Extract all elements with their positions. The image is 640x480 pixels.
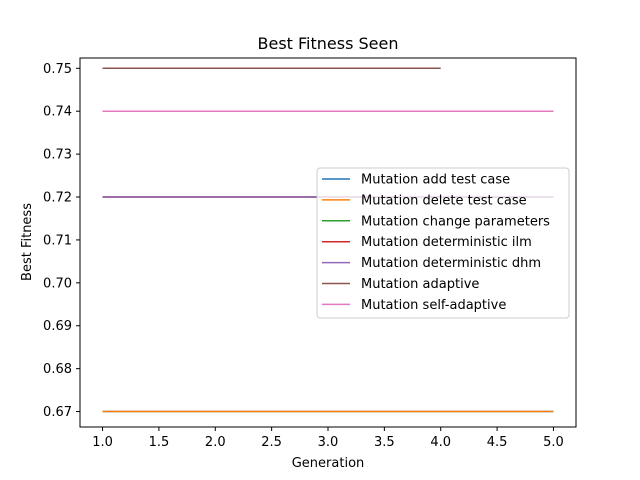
x-tick-label: 1.0 xyxy=(92,435,113,450)
y-tick-label: 0.68 xyxy=(43,362,72,377)
y-tick-label: 0.75 xyxy=(43,62,72,77)
x-tick-label: 3.5 xyxy=(374,435,395,450)
legend-entry-label: Mutation change parameters xyxy=(361,214,550,229)
x-tick-label: 4.0 xyxy=(430,435,451,450)
y-tick-label: 0.73 xyxy=(43,148,72,163)
x-tick-label: 3.0 xyxy=(318,435,339,450)
y-axis-label: Best Fitness xyxy=(20,203,35,281)
x-tick-label: 1.5 xyxy=(149,435,170,450)
x-axis-label: Generation xyxy=(292,456,365,471)
legend-box xyxy=(316,167,570,319)
y-tick-label: 0.71 xyxy=(43,233,72,248)
legend-entry-label: Mutation self-adaptive xyxy=(361,298,506,313)
y-axis: 0.67 0.68 0.69 0.70 0.71 0.72 0.73 0.74 0.75 xyxy=(43,62,80,420)
y-tick-label: 0.67 xyxy=(43,405,72,420)
y-tick-label: 0.69 xyxy=(43,319,72,334)
chart-title: Best Fitness Seen xyxy=(258,34,399,53)
x-tick-label: 5.0 xyxy=(543,435,564,450)
x-tick-label: 2.0 xyxy=(205,435,226,450)
legend-entry-label: Mutation deterministic ilm xyxy=(361,235,532,250)
legend-entry-label: Mutation adaptive xyxy=(361,277,479,292)
y-tick-label: 0.74 xyxy=(43,105,72,120)
y-tick-label: 0.70 xyxy=(43,276,72,291)
legend-entry-label: Mutation deterministic dhm xyxy=(361,256,541,271)
x-axis: 1.0 1.5 2.0 2.5 3.0 3.5 4.0 4.5 5.0 xyxy=(92,427,564,450)
legend: Mutation add test case Mutation delete te… xyxy=(316,167,570,319)
legend-entry-label: Mutation add test case xyxy=(361,173,510,188)
legend-entry-label: Mutation delete test case xyxy=(361,193,527,208)
y-tick-label: 0.72 xyxy=(43,191,72,206)
x-tick-label: 2.5 xyxy=(261,435,282,450)
x-tick-label: 4.5 xyxy=(487,435,508,450)
